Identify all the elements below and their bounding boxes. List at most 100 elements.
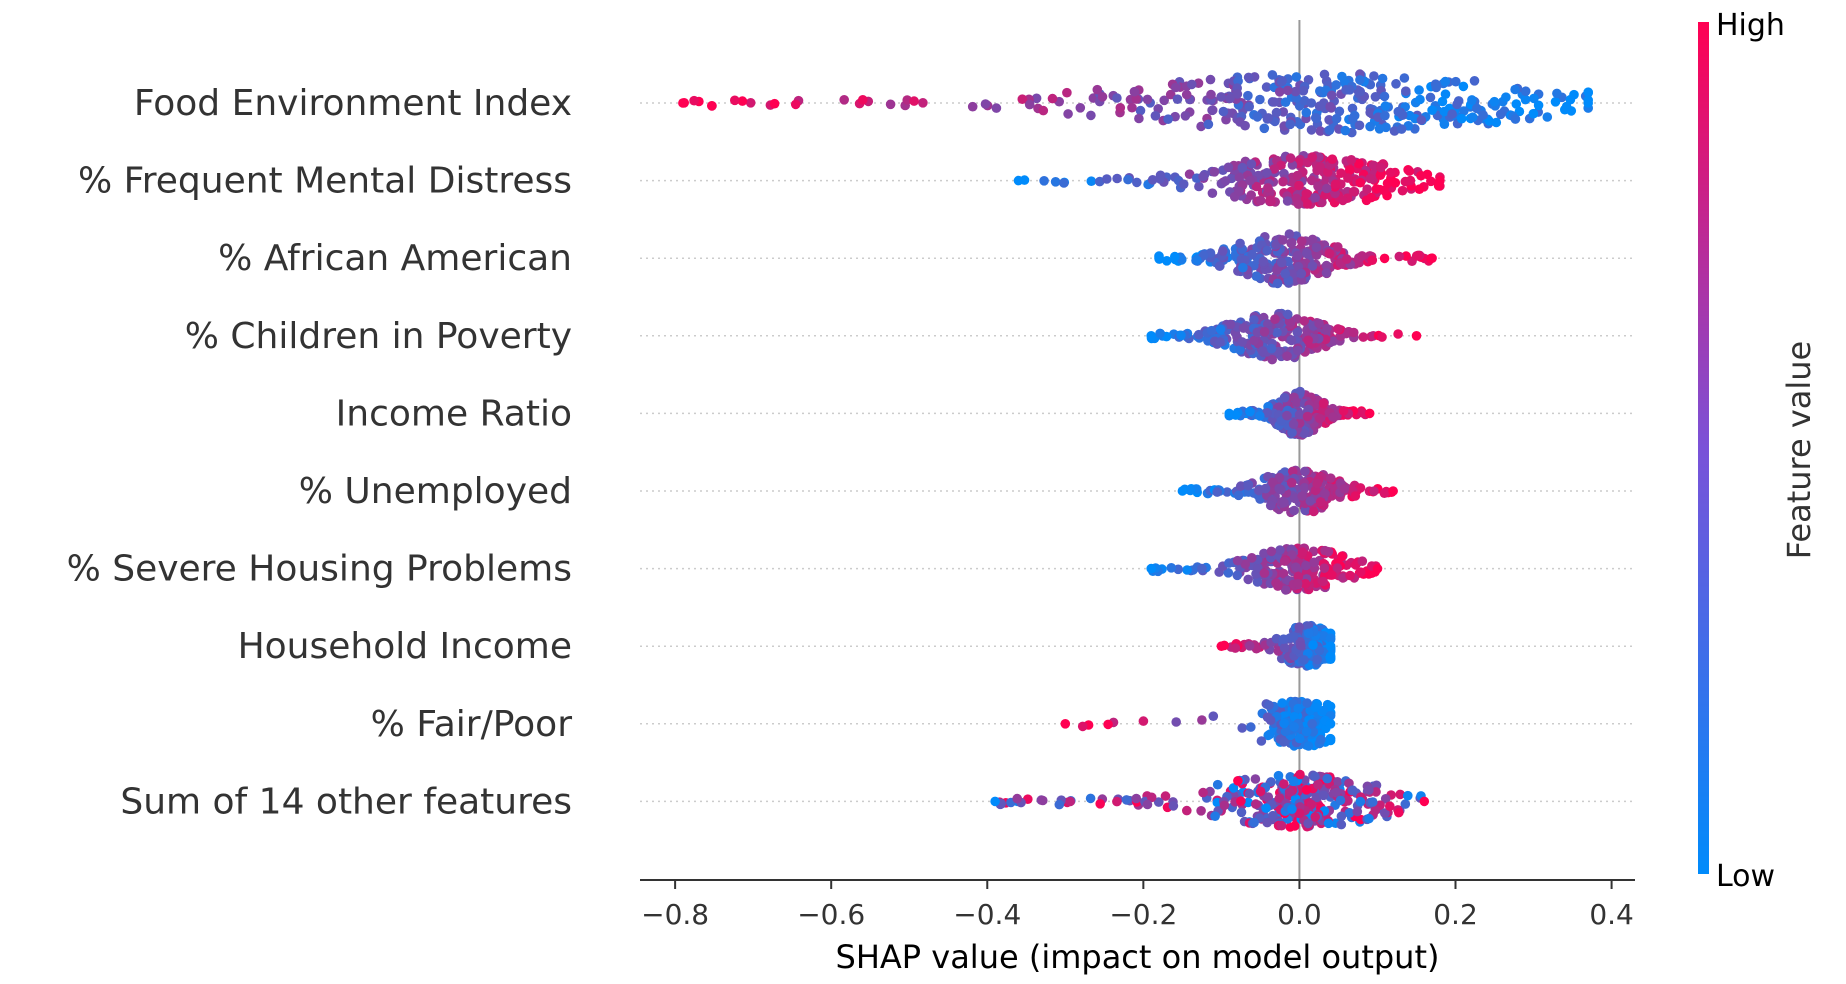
shap-point bbox=[1380, 110, 1390, 121]
shap-point bbox=[1346, 155, 1357, 165]
shap-point bbox=[1326, 90, 1337, 101]
shap-point bbox=[1228, 783, 1239, 793]
shap-point bbox=[1325, 641, 1336, 651]
x-axis-ticks: −0.8 −0.6 −0.4 −0.2 0.0 0.2 0.4 bbox=[641, 880, 1634, 931]
feature-label: Sum of 14 other features bbox=[120, 781, 572, 822]
shap-point bbox=[1247, 249, 1257, 260]
shap-point bbox=[1095, 799, 1105, 809]
shap-point bbox=[769, 98, 780, 109]
shap-point bbox=[1520, 94, 1531, 105]
shap-point bbox=[1296, 268, 1307, 279]
shap-point bbox=[1223, 162, 1234, 173]
shap-point bbox=[1259, 123, 1270, 134]
shap-point bbox=[1308, 727, 1319, 737]
shap-point bbox=[1379, 253, 1390, 264]
shap-point bbox=[1310, 771, 1320, 782]
shap-point bbox=[1301, 560, 1311, 571]
shap-point bbox=[1102, 174, 1112, 184]
shap-point bbox=[1255, 94, 1265, 105]
feature-label: Income Ratio bbox=[336, 393, 572, 434]
shap-point bbox=[1301, 785, 1312, 795]
shap-point bbox=[1205, 74, 1216, 85]
shap-point bbox=[1325, 701, 1336, 712]
x-axis-title: SHAP value (impact on model output) bbox=[836, 938, 1440, 976]
shap-point bbox=[1086, 110, 1096, 121]
shap-point bbox=[1321, 260, 1332, 271]
shap-point bbox=[1279, 556, 1290, 566]
shap-point bbox=[1338, 406, 1349, 416]
shap-point bbox=[1285, 119, 1295, 130]
shap-point bbox=[1370, 805, 1381, 815]
shap-point bbox=[1295, 769, 1305, 780]
shap-point bbox=[1339, 484, 1350, 494]
shap-point bbox=[1177, 486, 1188, 496]
shap-point bbox=[1237, 337, 1247, 347]
shap-point bbox=[1379, 488, 1390, 499]
shap-point bbox=[1292, 578, 1303, 589]
shap-point bbox=[1278, 568, 1289, 579]
shap-point bbox=[1085, 793, 1096, 804]
shap-point bbox=[1206, 325, 1217, 336]
shap-point bbox=[1259, 568, 1270, 578]
shap-point bbox=[1215, 337, 1225, 347]
shap-point bbox=[1047, 93, 1058, 104]
shap-point bbox=[1303, 628, 1314, 639]
shap-point bbox=[1447, 109, 1457, 119]
shap-point bbox=[1355, 796, 1366, 807]
shap-point bbox=[1222, 487, 1232, 497]
shap-point bbox=[1233, 776, 1243, 786]
shap-point bbox=[1293, 199, 1304, 209]
x-tick-label: −0.2 bbox=[1109, 898, 1177, 931]
shap-point bbox=[1097, 92, 1108, 102]
shap-point bbox=[1350, 491, 1361, 501]
shap-point bbox=[1345, 85, 1355, 95]
x-tick-label: −0.4 bbox=[953, 898, 1021, 931]
shap-point bbox=[1388, 486, 1398, 496]
shap-point bbox=[1225, 319, 1236, 330]
shap-point bbox=[1219, 800, 1230, 811]
shap-point bbox=[1249, 817, 1259, 828]
shap-point bbox=[1367, 255, 1378, 265]
shap-point bbox=[1354, 158, 1364, 169]
shap-point bbox=[1280, 269, 1290, 279]
shap-point bbox=[1103, 719, 1113, 730]
feature-label: % Children in Poverty bbox=[185, 316, 572, 357]
shap-point bbox=[1112, 173, 1122, 184]
shap-point bbox=[1335, 795, 1346, 806]
shap-point bbox=[1220, 176, 1231, 186]
shap-point bbox=[1159, 95, 1169, 106]
shap-point bbox=[1176, 330, 1186, 341]
shap-point bbox=[1127, 102, 1137, 113]
shap-point bbox=[1282, 196, 1293, 206]
shap-point bbox=[1459, 106, 1469, 116]
shap-point bbox=[1325, 719, 1336, 729]
shap-point bbox=[1282, 410, 1292, 421]
shap-point bbox=[1374, 124, 1385, 134]
shap-point bbox=[1252, 577, 1263, 587]
shap-point bbox=[1310, 113, 1321, 123]
shap-point bbox=[1276, 820, 1287, 831]
shap-point bbox=[1289, 505, 1299, 516]
shap-point bbox=[1172, 94, 1183, 104]
shap-point bbox=[1325, 473, 1336, 484]
shap-point bbox=[1267, 354, 1277, 365]
feature-labels: Food Environment Index % Frequent Mental … bbox=[67, 83, 573, 822]
shap-point bbox=[1294, 808, 1305, 819]
shap-point bbox=[1325, 633, 1336, 643]
shap-point bbox=[1216, 92, 1226, 102]
shap-point bbox=[730, 95, 740, 106]
shap-point bbox=[1296, 236, 1307, 246]
shap-point bbox=[707, 101, 717, 111]
shap-point bbox=[1246, 722, 1256, 732]
shap-point bbox=[1291, 72, 1302, 82]
shap-point bbox=[1286, 477, 1297, 488]
shap-point bbox=[1077, 721, 1088, 732]
shap-point bbox=[1456, 113, 1467, 124]
shap-point bbox=[1349, 327, 1359, 338]
shap-point bbox=[1263, 113, 1274, 123]
shap-point bbox=[1134, 113, 1144, 124]
shap-point bbox=[1246, 159, 1257, 169]
shap-point bbox=[1413, 250, 1423, 261]
shap-point bbox=[1209, 167, 1220, 177]
shap-point bbox=[1245, 175, 1255, 186]
